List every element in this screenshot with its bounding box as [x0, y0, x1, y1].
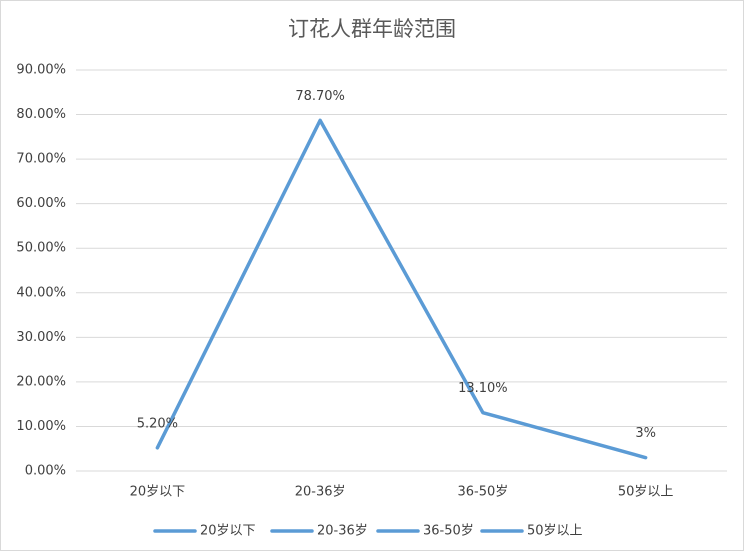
y-tick-label: 10.00%: [16, 419, 66, 434]
y-tick-label: 50.00%: [16, 241, 66, 256]
y-tick-label: 30.00%: [16, 330, 66, 345]
y-tick-label: 40.00%: [16, 285, 66, 300]
y-tick-label: 20.00%: [16, 374, 66, 389]
y-tick-label: 80.00%: [16, 107, 66, 122]
legend-label: 20岁以下: [200, 524, 256, 539]
data-label: 3%: [635, 426, 656, 441]
data-label: 78.70%: [295, 89, 345, 104]
x-tick-label: 36-50岁: [457, 485, 508, 500]
x-tick-label: 50岁以上: [618, 485, 674, 500]
x-tick-label: 20-36岁: [295, 485, 346, 500]
data-label: 5.20%: [137, 416, 178, 431]
legend-label: 36-50岁: [423, 524, 474, 539]
y-tick-label: 0.00%: [25, 464, 66, 479]
data-line: [155, 118, 648, 460]
y-tick-label: 90.00%: [16, 63, 66, 78]
legend-label: 20-36岁: [317, 524, 368, 539]
chart-title: 订花人群年龄范围: [288, 17, 456, 41]
y-tick-label: 70.00%: [16, 152, 66, 167]
legend-label: 50岁以上: [527, 524, 583, 539]
x-tick-label: 20岁以下: [130, 485, 186, 500]
data-label: 13.10%: [458, 381, 508, 396]
y-tick-label: 60.00%: [16, 196, 66, 211]
